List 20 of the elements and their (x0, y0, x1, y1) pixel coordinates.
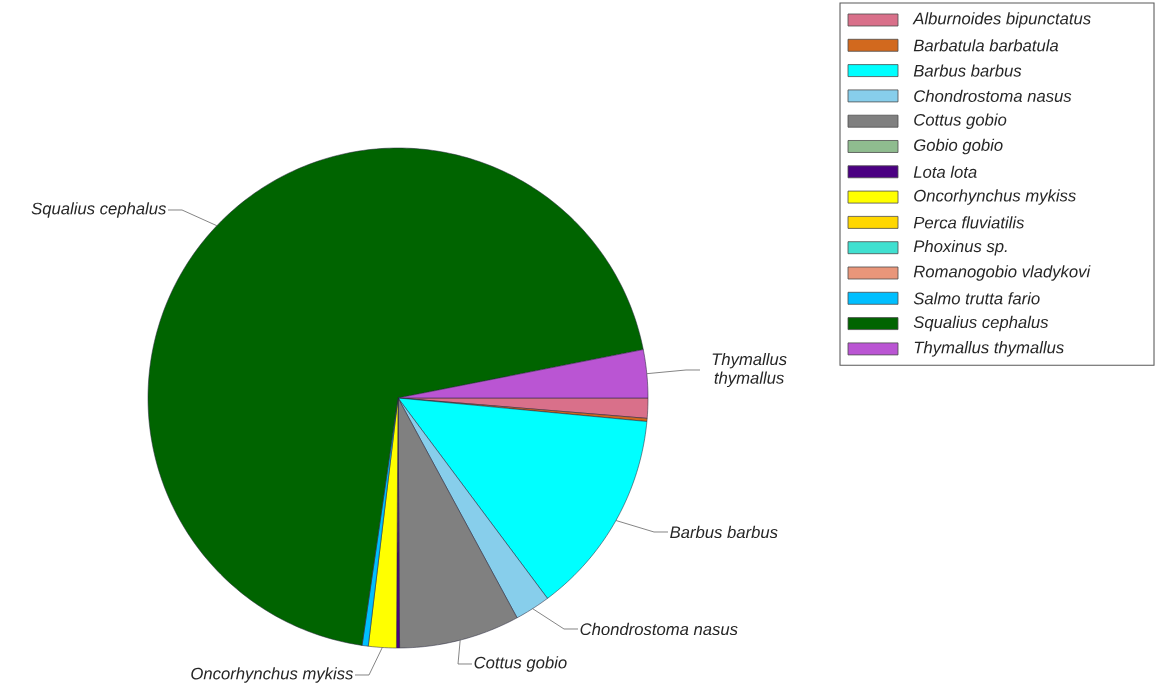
legend-label: Alburnoides bipunctatus (912, 12, 1091, 28)
legend-label: Barbatula barbatula (913, 39, 1059, 52)
text: Chondrostoma nasus (580, 622, 738, 636)
text: Thymallus thymallus (712, 352, 787, 388)
text: Barbus barbus (670, 525, 778, 539)
text: Squalius cephalus (31, 202, 167, 218)
legend-label: Salmo trutta fario (913, 292, 1040, 305)
legend-label: Chondrostoma nasus (914, 89, 1072, 102)
legend-label: Oncorhynchus mykiss (914, 189, 1076, 205)
legend-label: Barbus barbus (913, 64, 1022, 77)
legend-label: Romanogobio vladykovi (913, 265, 1091, 281)
legend-label: Squalius cephalus (913, 315, 1049, 332)
legend-label: Perca fluviatilis (913, 216, 1025, 229)
legend-label: Lota lota (913, 165, 977, 178)
text: Oncorhynchus mykiss (191, 667, 354, 683)
legend-label: Phoxinus sp. (913, 239, 1007, 256)
text: Cottus gobio (474, 656, 567, 672)
legend-label: Gobio gobio (914, 138, 1003, 155)
legend-label: Cottus gobio (914, 113, 1007, 129)
legend-label: Thymallus thymallus (914, 341, 1064, 357)
